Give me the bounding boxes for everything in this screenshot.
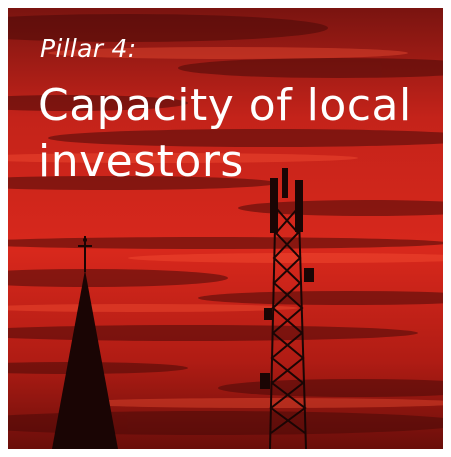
pillar-label: Pillar 4: (40, 34, 137, 63)
spire (52, 236, 118, 449)
background-photo (8, 8, 443, 449)
title: Capacity of local investors (38, 80, 412, 187)
